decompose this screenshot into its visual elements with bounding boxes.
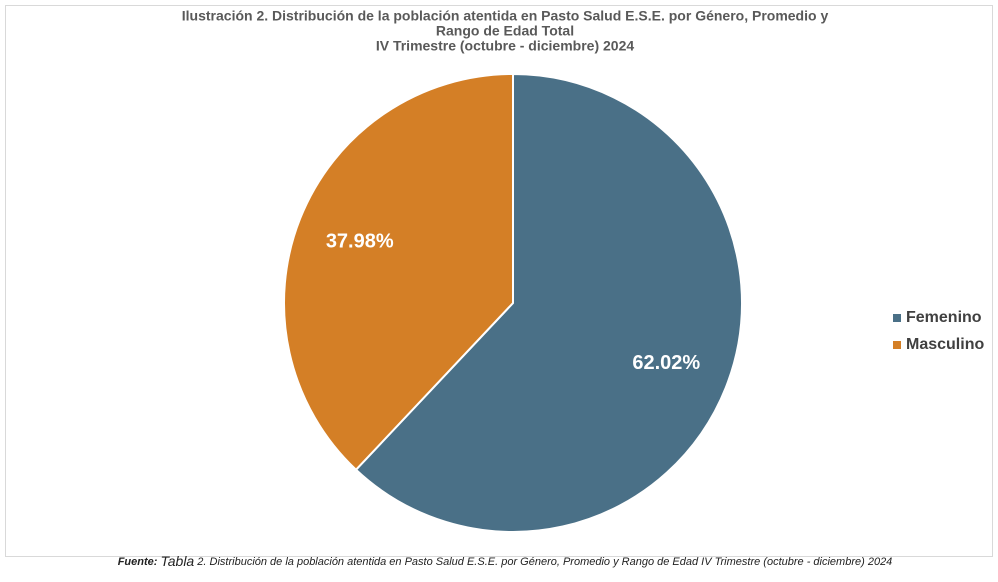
- data-label: 62.02%: [632, 352, 700, 374]
- legend-swatch: [893, 341, 901, 349]
- source-label: Fuente:: [118, 556, 158, 568]
- chart-title: IV Trimestre (octubre - diciembre) 2024: [376, 38, 635, 54]
- legend-label: Masculino: [906, 336, 984, 353]
- chart-title: Rango de Edad Total: [436, 23, 574, 39]
- data-label: 37.98%: [326, 230, 394, 252]
- source-ref: Tabla: [160, 553, 194, 569]
- source-text: 2. Distribución de la población atentida…: [196, 556, 892, 568]
- source-note: Fuente: Tabla 2. Distribución de la pobl…: [118, 553, 893, 569]
- pie-slice: [354, 72, 743, 533]
- chart-title: Ilustración 2. Distribución de la poblac…: [182, 8, 829, 24]
- pie-slice: [283, 72, 514, 472]
- legend-label: Femenino: [906, 309, 982, 326]
- legend-swatch: [893, 314, 901, 322]
